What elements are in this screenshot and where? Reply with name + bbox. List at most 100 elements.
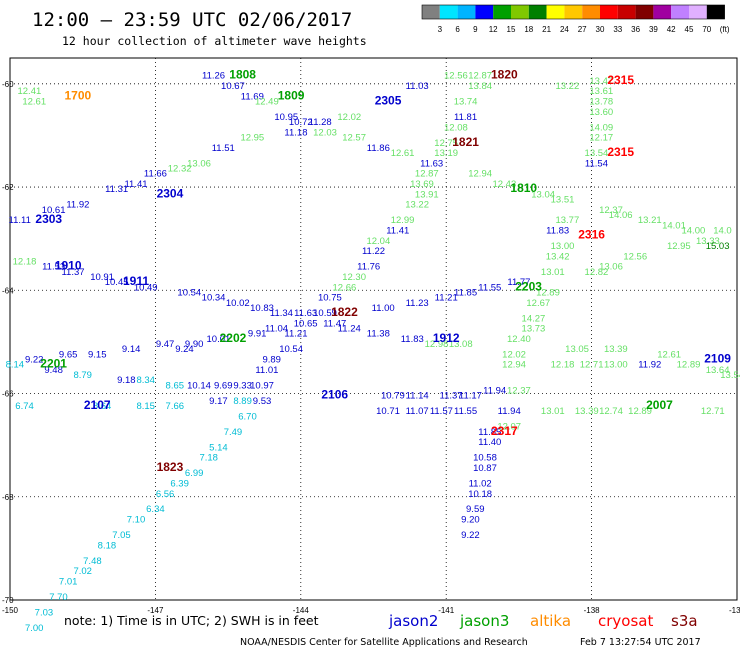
wave-height-point: 13.42 <box>546 251 570 262</box>
x-tick-label: -135 <box>729 606 740 615</box>
y-tick-label: -60 <box>2 80 14 89</box>
wave-height-point: 10.02 <box>226 298 250 309</box>
wave-height-point: 10.14 <box>187 380 211 391</box>
wave-height-point: 9.91 <box>248 329 267 340</box>
wave-height-point: 10.72 <box>289 117 313 128</box>
wave-height-point: 9.17 <box>209 396 228 407</box>
wave-height-point: 12.66 <box>333 282 357 293</box>
wave-height-point: 11.77 <box>507 277 530 288</box>
wave-height-point: 7.00 <box>25 623 44 634</box>
wave-height-point: 12.02 <box>502 349 526 360</box>
wave-height-point: 9.69 <box>214 380 233 391</box>
y-tick-label: -66 <box>2 390 14 399</box>
wave-height-point: 9.20 <box>461 515 480 526</box>
wave-height-point: 13.22 <box>405 200 429 211</box>
wave-height-point: 9.22 <box>25 355 44 366</box>
time-label: 2315 <box>607 73 634 87</box>
wave-height-point: 12.74 <box>599 406 623 417</box>
legend-item-cryosat: cryosat <box>598 612 653 630</box>
wave-height-point: 11.66 <box>144 169 167 180</box>
wave-height-point: 10.61 <box>42 205 66 216</box>
wave-height-point: 12.98 <box>425 339 449 350</box>
colorbar-tick-label: 24 <box>560 25 569 34</box>
wave-height-point: 13.74 <box>454 96 478 107</box>
wave-height-point: 8.15 <box>136 401 155 412</box>
wave-height-point: 11.04 <box>265 324 288 335</box>
wave-height-point: 11.14 <box>406 391 429 402</box>
time-label: 2303 <box>35 212 62 226</box>
time-label: 1810 <box>510 181 537 195</box>
wave-height-point: 14.09 <box>589 122 613 133</box>
colorbar-swatch <box>439 5 458 19</box>
wave-height-point: 12.71 <box>701 406 725 417</box>
wave-height-point: 12.32 <box>168 164 192 175</box>
wave-height-point: 12.18 <box>13 256 37 267</box>
wave-height-point: 13.47 <box>589 76 613 87</box>
colorbar-swatch <box>653 5 672 19</box>
wave-height-point: 10.97 <box>250 380 274 391</box>
wave-height-point: 6.99 <box>185 468 204 479</box>
x-tick-label: -138 <box>584 606 601 615</box>
x-tick-label: -141 <box>438 606 455 615</box>
colorbar-swatch <box>689 5 707 19</box>
wave-height-point: 13.01 <box>541 267 565 278</box>
legend-item-altika: altika <box>530 612 571 630</box>
wave-height-point: 11.81 <box>454 112 477 123</box>
wave-height-point: 9.24 <box>175 344 194 355</box>
time-label: 1820 <box>491 68 518 82</box>
wave-height-point: 12.67 <box>526 298 550 309</box>
time-labels: 1700 1808 1809 2305 1820 2315 1821 2315 2304 2303… <box>35 68 731 474</box>
wave-height-point: 11.83 <box>401 334 424 345</box>
colorbar-tick-label: 36 <box>631 25 640 34</box>
wave-height-point: 7.02 <box>73 566 92 577</box>
time-label: 2305 <box>375 93 402 107</box>
time-label: 1911 <box>123 274 149 288</box>
wave-height-point: 9.53 <box>253 396 272 407</box>
wave-height-point: 8.79 <box>73 370 92 381</box>
wave-height-point: 11.55 <box>454 406 477 417</box>
wave-height-point: 11.86 <box>367 143 390 154</box>
wave-height-point: 11.55 <box>478 282 501 293</box>
wave-height-point: 13.39 <box>604 344 628 355</box>
wave-height-point: 11.40 <box>478 437 501 448</box>
wave-height-point: 10.67 <box>221 81 245 92</box>
colorbar-swatch <box>475 5 494 19</box>
wave-height-point: 11.21 <box>284 329 307 340</box>
wave-height-point: 11.23 <box>406 298 429 309</box>
wave-height-point: 13.77 <box>555 215 579 226</box>
wave-height-point: 7.01 <box>59 577 78 588</box>
wave-height-point: 13.54 <box>585 148 609 159</box>
time-label: 1912 <box>433 331 460 345</box>
wave-height-point: 10.18 <box>468 489 492 500</box>
chart-subtitle: 12 hour collection of altimeter wave hei… <box>62 34 367 48</box>
wave-height-point: 9.15 <box>88 349 107 360</box>
colorbar-swatch <box>706 5 725 19</box>
satellite-legend: jason2 jason3 altika cryosat s3a <box>388 612 698 630</box>
wave-height-point: 11.41 <box>386 226 409 237</box>
credit-text: NOAA/NESDIS Center for Satellite Applica… <box>240 637 528 648</box>
y-tick-label: -62 <box>2 183 14 192</box>
time-label: 2202 <box>220 331 247 345</box>
wave-height-point: 12.94 <box>502 360 526 371</box>
wave-height-point: 11.54 <box>585 158 608 169</box>
y-tick-label: -68 <box>2 493 14 502</box>
time-label: 1809 <box>278 88 305 102</box>
colorbar-swatch <box>457 5 476 19</box>
wave-height-point: 7.49 <box>224 427 243 438</box>
wave-height-point: 8.34 <box>136 375 155 386</box>
time-label: 2316 <box>578 228 605 242</box>
colorbar-tick-label: 12 <box>489 25 498 34</box>
wave-height-point: 13.60 <box>589 107 613 118</box>
wave-height-point: 6.56 <box>156 489 175 500</box>
colorbar-tick-label: 18 <box>524 25 533 34</box>
wave-height-point: 7.03 <box>35 607 54 618</box>
wave-height-point: 11.17 <box>459 391 482 402</box>
wave-height-point: 10.49 <box>134 282 158 293</box>
wave-height-point: 11.53 <box>42 262 65 273</box>
colorbar-swatch <box>600 5 618 19</box>
wave-height-point: 7.66 <box>166 401 185 412</box>
wave-height-point: 14.06 <box>609 210 633 221</box>
wave-height-point: 12.49 <box>255 96 279 107</box>
x-tick-label: -147 <box>147 606 164 615</box>
wave-height-point: 11.69 <box>241 91 264 102</box>
